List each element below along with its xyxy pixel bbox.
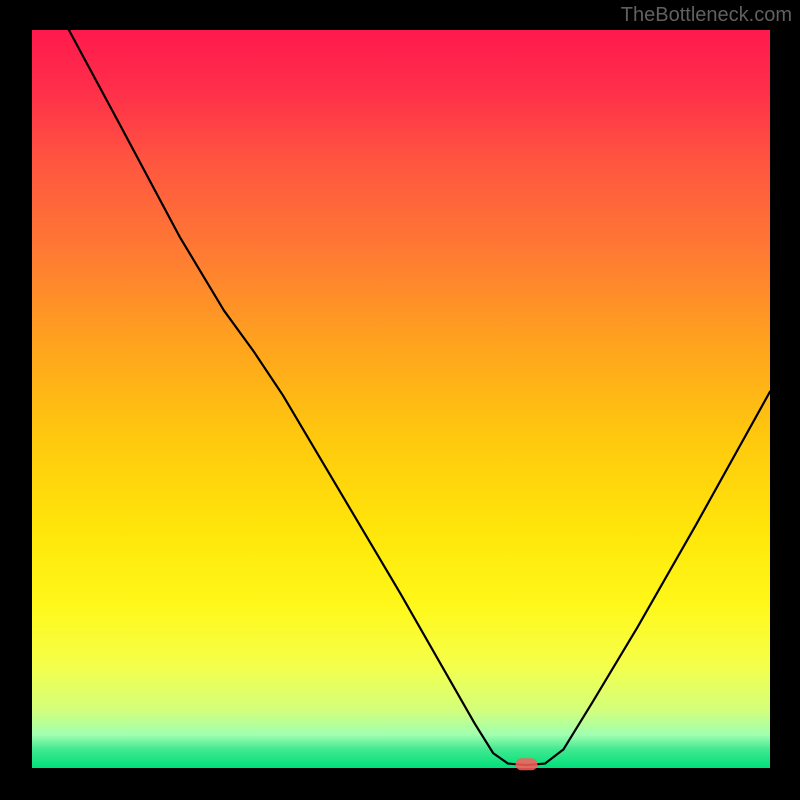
chart-stage: TheBottleneck.com: [0, 0, 800, 800]
watermark-text: TheBottleneck.com: [621, 4, 792, 27]
bottleneck-curve-chart: [0, 0, 800, 800]
